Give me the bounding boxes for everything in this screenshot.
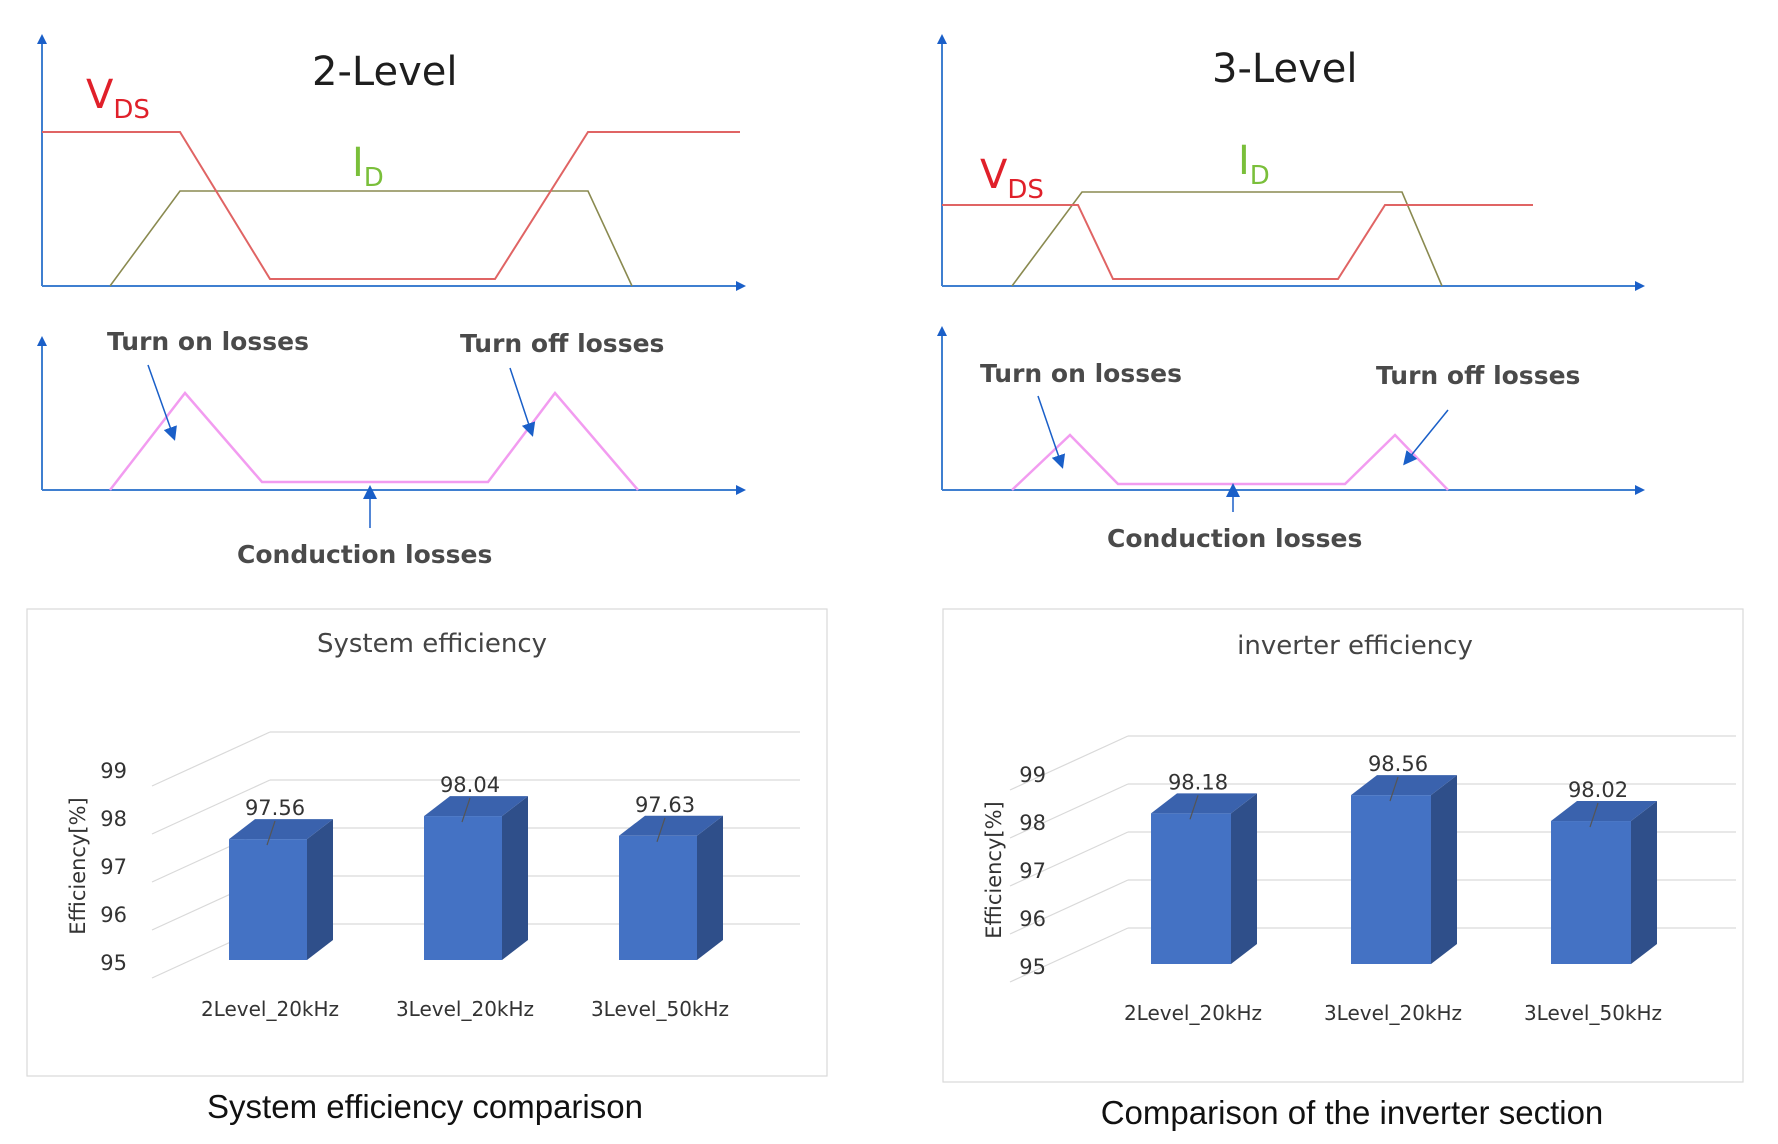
bar-side [307, 819, 333, 960]
bar-top [229, 819, 333, 840]
data-label: 98.02 [1568, 778, 1628, 802]
waveform-panel-3level: 3-Level VDS ID Turn on losses Turn off l… [937, 34, 1645, 553]
bar-top [1551, 801, 1657, 822]
chart-inverter-efficiency: inverter efficiency Comparison of the inv… [942, 608, 1744, 1131]
turn-off-arrow-right [1403, 409, 1449, 466]
id-label-right: ID [1238, 138, 1270, 191]
data-label-leader [1389, 776, 1399, 802]
y-tick-label: 96 [100, 903, 127, 927]
y-tick-label: 95 [100, 951, 127, 975]
y-axis-label: Efficiency[%] [982, 801, 1006, 939]
chart-title: System efficiency [317, 629, 547, 659]
data-label-leader [1589, 802, 1599, 828]
vds-waveform-left [42, 131, 740, 280]
bar [424, 816, 502, 960]
y-tick-label: 99 [100, 759, 127, 783]
id-label-left: ID [352, 140, 384, 193]
grid-diagonal [1009, 735, 1129, 791]
bar [1351, 795, 1431, 964]
x-tick-label: 2Level_20kHz [201, 997, 339, 1021]
vds-waveform-right [942, 204, 1533, 280]
turn-on-arrow-left [147, 364, 177, 441]
chart-caption: System efficiency comparison [207, 1088, 643, 1125]
bar [619, 835, 697, 960]
bar-side [1431, 775, 1457, 964]
x-tick-label: 2Level_20kHz [1124, 1001, 1262, 1025]
y-tick-label: 96 [1019, 907, 1046, 931]
bar-top [619, 815, 723, 836]
panel-title-3level: 3-Level [1212, 46, 1357, 92]
grid-diagonal [1009, 783, 1129, 839]
y-tick-label: 95 [1019, 955, 1046, 979]
y-tick-label: 98 [100, 807, 127, 831]
data-label-leader [461, 797, 471, 823]
chart-system-efficiency: System efficiency System efficiency compa… [26, 608, 828, 1125]
data-label-leader [266, 820, 276, 846]
grid-diagonal [151, 779, 271, 835]
chart-caption: Comparison of the inverter section [1101, 1094, 1604, 1131]
grid-diagonal [1009, 831, 1129, 887]
turn-on-arrow-right [1037, 395, 1066, 469]
bar-side [697, 815, 723, 960]
data-label: 98.18 [1168, 770, 1228, 794]
bar-top [424, 796, 528, 817]
data-label: 97.63 [635, 793, 695, 817]
waveform-panel-2level: 2-Level VDS ID Turn on losses Turn off l… [37, 34, 746, 569]
data-label: 98.56 [1368, 752, 1428, 776]
bar-top [1151, 793, 1257, 814]
bar-top [1351, 775, 1457, 796]
grid-diagonal [151, 731, 271, 787]
y-axis-label: Efficiency[%] [66, 797, 90, 935]
bar [1551, 821, 1631, 964]
y-tick-label: 97 [100, 855, 127, 879]
turn-off-label-right: Turn off losses [1376, 361, 1580, 390]
bar [1151, 813, 1231, 964]
data-label: 97.56 [245, 796, 305, 820]
bar-side [502, 796, 528, 960]
data-label-leader [656, 817, 666, 842]
vds-label-right: VDS [980, 152, 1044, 205]
x-tick-label: 3Level_50kHz [591, 997, 729, 1021]
x-tick-label: 3Level_50kHz [1524, 1001, 1662, 1025]
y-tick-label: 99 [1019, 763, 1046, 787]
turn-on-label-right: Turn on losses [980, 359, 1182, 388]
id-waveform-left [109, 190, 633, 287]
loss-waveform-right [1011, 433, 1449, 491]
turn-on-label-left: Turn on losses [107, 327, 309, 356]
bar-side [1231, 793, 1257, 964]
x-tick-label: 3Level_20kHz [396, 997, 534, 1021]
loss-waveform-left [109, 391, 639, 491]
grid-diagonal [1009, 927, 1129, 983]
conduction-label-right: Conduction losses [1107, 524, 1362, 553]
id-waveform-right [1011, 191, 1443, 287]
vds-label-left: VDS [86, 72, 150, 125]
turn-off-arrow-left [509, 367, 536, 437]
y-tick-label: 98 [1019, 811, 1046, 835]
x-tick-label: 3Level_20kHz [1324, 1001, 1462, 1025]
bar [229, 839, 307, 960]
conduction-label-left: Conduction losses [237, 540, 492, 569]
data-label: 98.04 [440, 773, 500, 797]
panel-title-2level: 2-Level [312, 49, 457, 95]
data-label-leader [1189, 795, 1199, 820]
bar-side [1631, 801, 1657, 964]
y-tick-label: 97 [1019, 859, 1046, 883]
grid-diagonal [1009, 879, 1129, 935]
chart-title: inverter efficiency [1237, 631, 1473, 661]
turn-off-label-left: Turn off losses [460, 329, 664, 358]
